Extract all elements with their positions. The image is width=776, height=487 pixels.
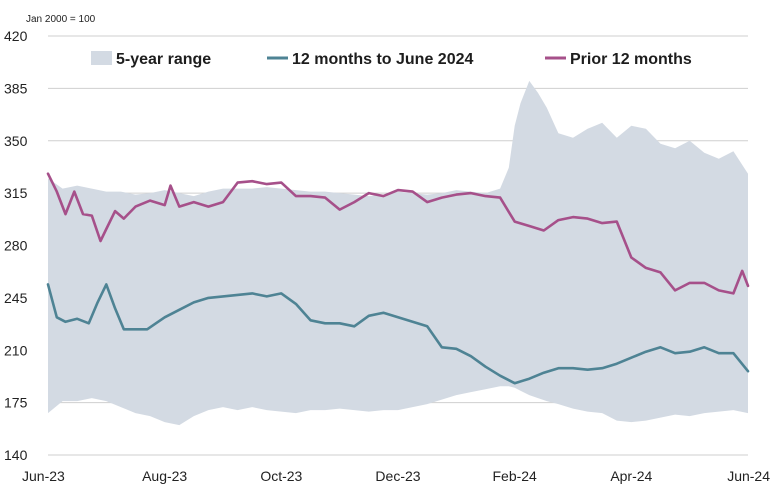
- y-tick-label: 245: [4, 290, 28, 306]
- series-line: [46, 172, 750, 295]
- y-tick-label: 420: [4, 28, 28, 44]
- x-axis-ticks: Jun-23 Aug-23 Oct-23 Dec-23 Feb-24 Apr-24 Jun-…: [22, 468, 770, 484]
- x-tick-label: Jun-24: [727, 468, 770, 484]
- x-tick-label: Feb-24: [492, 468, 537, 484]
- series-line: [46, 283, 750, 385]
- y-tick-label: 210: [4, 342, 28, 358]
- legend-label: 12 months to June 2024: [292, 51, 473, 68]
- y-axis-ticks: 140 175 210 245 280 315 350 385 420: [4, 28, 28, 463]
- legend-label: Prior 12 months: [570, 51, 692, 68]
- y-tick-label: 175: [4, 395, 28, 411]
- y-tick-label: 280: [4, 238, 28, 254]
- y-tick-label: 350: [4, 133, 28, 149]
- legend-background: [54, 42, 748, 76]
- x-tick-label: Oct-23: [260, 468, 302, 484]
- y-tick-label: 315: [4, 185, 28, 201]
- unit-label: Jan 2000 = 100: [26, 14, 96, 25]
- legend-label: 5-year range: [116, 51, 211, 68]
- x-tick-label: Jun-23: [22, 468, 65, 484]
- band-layer: [48, 80, 748, 426]
- legend: 5-year range 12 months to June 2024 Prior …: [54, 42, 748, 76]
- band-area-5-year-range: [48, 80, 748, 426]
- y-tick-label: 140: [4, 447, 28, 463]
- legend-swatch: [91, 51, 112, 65]
- x-tick-label: Dec-23: [375, 468, 420, 484]
- x-tick-label: Apr-24: [610, 468, 652, 484]
- x-tick-label: Aug-23: [142, 468, 187, 484]
- y-tick-label: 385: [4, 80, 28, 96]
- series-layer: [46, 172, 750, 385]
